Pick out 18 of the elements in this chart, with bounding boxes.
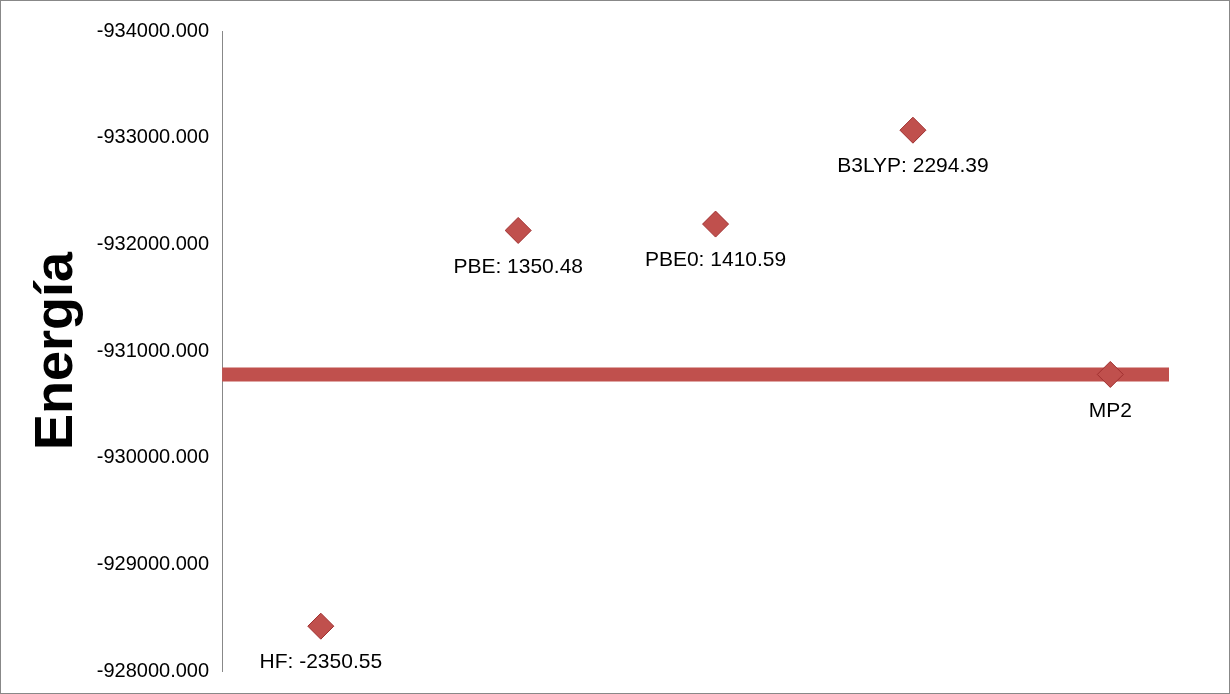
y-tick-label: -930000.000 (96, 445, 210, 468)
point (1096, 360, 1124, 388)
annotation: PBE: 1350.48 (453, 253, 583, 277)
annotation: MP2 (1088, 397, 1132, 421)
y-tick-label: -931000.000 (96, 338, 210, 361)
point (504, 216, 532, 244)
point (899, 116, 927, 144)
annotation: B3LYP: 2294.39 (837, 153, 989, 177)
y-tick-label: -932000.000 (96, 231, 210, 254)
annotation: PBE0: 1410.59 (644, 247, 787, 271)
y-tick-label: -934000.000 (96, 18, 210, 41)
annotation: HF: -2350.55 (259, 649, 383, 673)
point (702, 210, 730, 238)
point (307, 612, 335, 640)
y-tick-label: -933000.000 (96, 125, 210, 148)
y-axis-title: Energía (23, 251, 84, 451)
y-tick-label: -929000.000 (96, 551, 210, 574)
y-tick-label: -928000.000 (96, 658, 210, 681)
